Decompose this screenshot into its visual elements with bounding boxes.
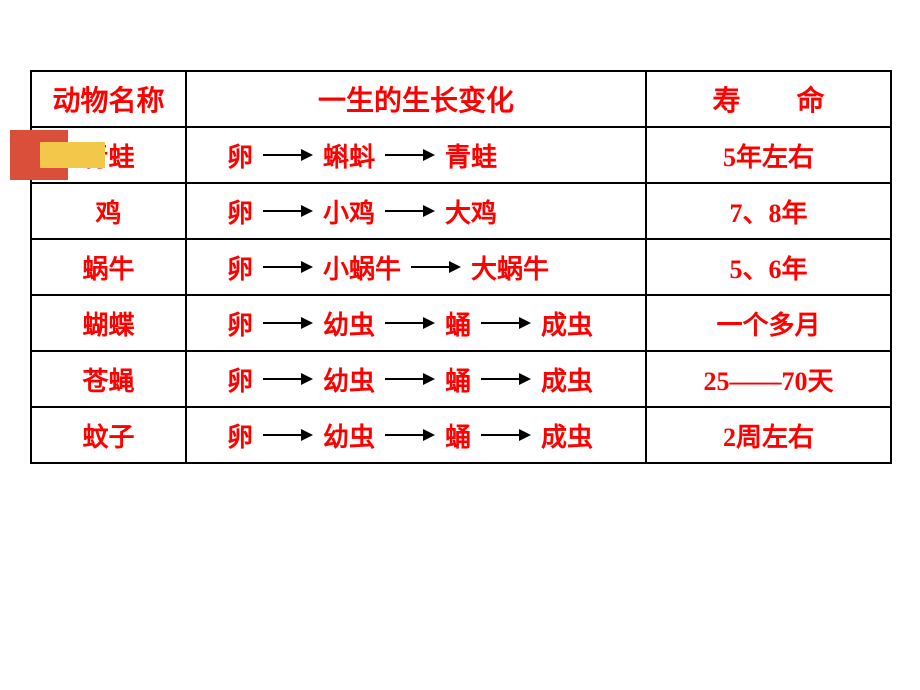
stage-label: 蛹	[445, 305, 471, 342]
table-row: 鸡 卵 小鸡 大鸡 7、8年	[31, 183, 891, 239]
arrow-icon	[263, 148, 313, 162]
stage-label: 小蜗牛	[323, 249, 401, 286]
arrow-icon	[263, 260, 313, 274]
animal-name: 苍蝇	[31, 351, 186, 407]
arrow-icon	[263, 204, 313, 218]
lifespan-value: 2周左右	[646, 407, 891, 463]
stage-label: 卵	[227, 305, 253, 342]
arrow-icon	[263, 316, 313, 330]
stage-label: 幼虫	[323, 305, 375, 342]
stages-container: 卵 小鸡 大鸡	[227, 193, 637, 230]
stage-label: 卵	[227, 137, 253, 174]
arrow-icon	[481, 372, 531, 386]
stage-label: 卵	[227, 417, 253, 454]
arrow-icon	[385, 428, 435, 442]
slide-decoration	[10, 130, 105, 180]
header-lifespan: 寿 命	[646, 71, 891, 127]
lifespan-value: 25——70天	[646, 351, 891, 407]
arrow-icon	[263, 428, 313, 442]
arrow-icon	[411, 260, 461, 274]
arrow-icon	[481, 428, 531, 442]
animal-name: 蚊子	[31, 407, 186, 463]
stage-label: 卵	[227, 193, 253, 230]
lifespan-value: 5年左右	[646, 127, 891, 183]
table-row: 蝴蝶 卵 幼虫 蛹 成虫 一个多月	[31, 295, 891, 351]
stage-label: 大鸡	[445, 193, 497, 230]
stages-container: 卵 小蜗牛 大蜗牛	[227, 249, 637, 286]
growth-stages-cell: 卵 小鸡 大鸡	[186, 183, 646, 239]
table-row: 蜗牛 卵 小蜗牛 大蜗牛 5、6年	[31, 239, 891, 295]
stage-label: 大蜗牛	[471, 249, 549, 286]
animal-name: 蝴蝶	[31, 295, 186, 351]
arrow-icon	[385, 372, 435, 386]
lifespan-value: 7、8年	[646, 183, 891, 239]
animal-name: 鸡	[31, 183, 186, 239]
stage-label: 成虫	[541, 361, 593, 398]
stage-label: 卵	[227, 361, 253, 398]
growth-stages-cell: 卵 幼虫 蛹 成虫	[186, 295, 646, 351]
arrow-icon	[385, 316, 435, 330]
arrow-icon	[385, 148, 435, 162]
header-growth: 一生的生长变化	[186, 71, 646, 127]
lifespan-value: 一个多月	[646, 295, 891, 351]
stage-label: 蝌蚪	[323, 137, 375, 174]
arrow-icon	[263, 372, 313, 386]
stages-container: 卵 幼虫 蛹 成虫	[227, 361, 637, 398]
stage-label: 幼虫	[323, 417, 375, 454]
table-header-row: 动物名称 一生的生长变化 寿 命	[31, 71, 891, 127]
growth-stages-cell: 卵 蝌蚪 青蛙	[186, 127, 646, 183]
stages-container: 卵 蝌蚪 青蛙	[227, 137, 637, 174]
table-row: 苍蝇 卵 幼虫 蛹 成虫 25——70天	[31, 351, 891, 407]
stages-container: 卵 幼虫 蛹 成虫	[227, 417, 637, 454]
animal-name: 蜗牛	[31, 239, 186, 295]
stage-label: 小鸡	[323, 193, 375, 230]
stage-label: 成虫	[541, 417, 593, 454]
table-row: 蚊子 卵 幼虫 蛹 成虫 2周左右	[31, 407, 891, 463]
stage-label: 成虫	[541, 305, 593, 342]
animal-lifecycle-table: 动物名称 一生的生长变化 寿 命 青蛙卵蝌蚪青蛙5年左右鸡卵小鸡大鸡7、8年蜗牛…	[30, 70, 892, 464]
header-name: 动物名称	[31, 71, 186, 127]
lifespan-value: 5、6年	[646, 239, 891, 295]
arrow-icon	[385, 204, 435, 218]
table-row: 青蛙卵 蝌蚪 青蛙5年左右	[31, 127, 891, 183]
decoration-front-rect	[40, 142, 105, 168]
arrow-icon	[481, 316, 531, 330]
stage-label: 卵	[227, 249, 253, 286]
stage-label: 蛹	[445, 417, 471, 454]
stage-label: 幼虫	[323, 361, 375, 398]
growth-stages-cell: 卵 幼虫 蛹 成虫	[186, 407, 646, 463]
stage-label: 青蛙	[445, 137, 497, 174]
growth-stages-cell: 卵 小蜗牛 大蜗牛	[186, 239, 646, 295]
stages-container: 卵 幼虫 蛹 成虫	[227, 305, 637, 342]
stage-label: 蛹	[445, 361, 471, 398]
growth-stages-cell: 卵 幼虫 蛹 成虫	[186, 351, 646, 407]
